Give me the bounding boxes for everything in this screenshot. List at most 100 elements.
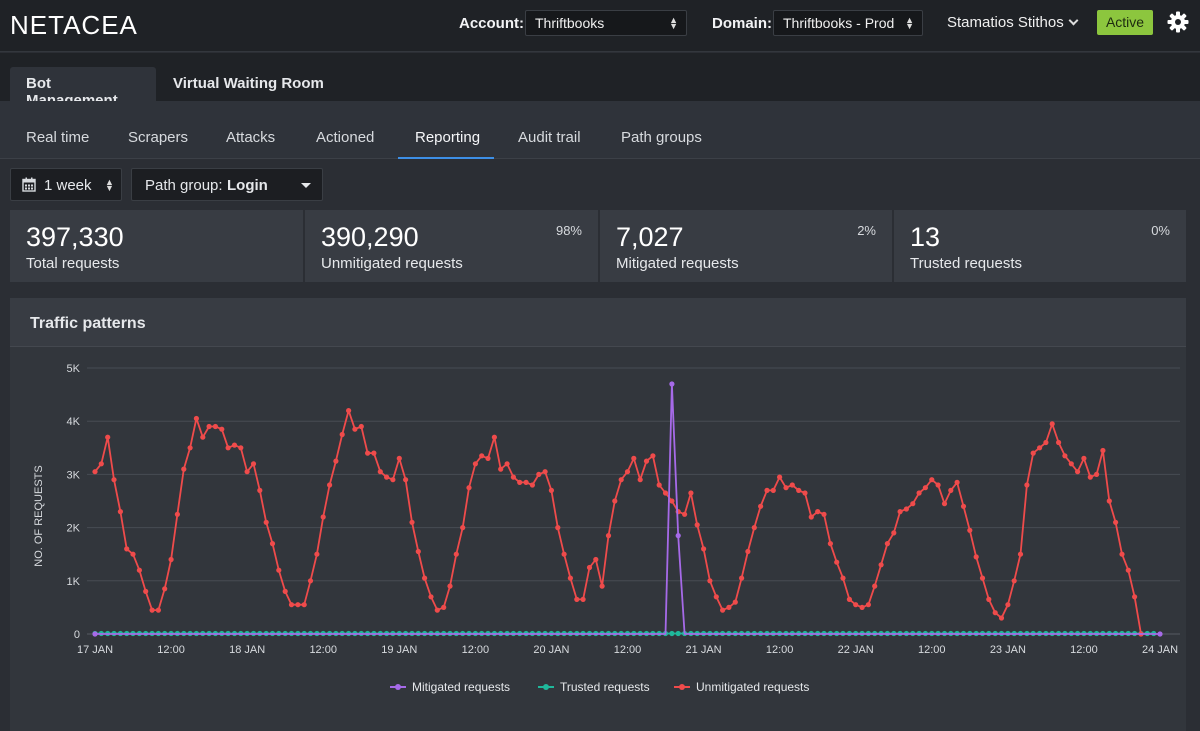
data-point [510, 474, 516, 480]
data-point [1106, 498, 1112, 504]
data-point [574, 596, 580, 602]
tab-attacks[interactable]: Attacks [226, 129, 276, 146]
data-point [903, 506, 910, 512]
data-point [929, 477, 935, 483]
stat-trusted-requests: 13 Trusted requests 0% [894, 210, 1186, 282]
data-point [1157, 631, 1163, 637]
stat-mitigated-requests: 7,027 Mitigated requests 2% [600, 210, 892, 282]
data-point [796, 487, 802, 493]
chart-area: 0 1K 2K 3K 4K 5K NO. OF REQUESTS 17 JAN 12:00 18 … [10, 347, 1186, 731]
stat-label: Trusted requests [910, 255, 1022, 272]
traffic-chart[interactable]: 0 1K 2K 3K 4K 5K NO. OF REQUESTS 17 JAN 12:00 18 … [10, 347, 1186, 731]
data-point [1062, 453, 1068, 459]
data-point [916, 490, 922, 496]
data-point [846, 596, 853, 602]
data-point [403, 477, 409, 483]
stat-value: 7,027 [616, 222, 684, 252]
path-group-label: Path group: [145, 177, 223, 194]
tab-audit-trail[interactable]: Audit trail [518, 129, 581, 146]
data-point [669, 498, 675, 504]
stat-value: 13 [910, 222, 941, 252]
data-point [371, 450, 377, 456]
x-tick-label: 12:00 [309, 644, 337, 656]
data-point [821, 511, 827, 517]
tab-path-groups[interactable]: Path groups [621, 129, 702, 146]
x-tick-label: 12:00 [1070, 644, 1098, 656]
data-point [365, 450, 371, 456]
data-point [105, 434, 111, 440]
data-point [92, 469, 98, 475]
data-point [643, 458, 650, 464]
account-select-value: Thriftbooks [535, 15, 605, 31]
data-point [859, 604, 865, 610]
product-tabs: Bot Management Virtual Waiting Room [0, 53, 1200, 109]
sub-navigation: Real time Scrapers Attacks Actioned Repo… [0, 101, 1200, 159]
data-point [200, 434, 206, 440]
data-point [1030, 450, 1036, 456]
data-point [352, 426, 358, 432]
logo[interactable]: NETACEA [10, 10, 138, 40]
data-point [853, 602, 859, 608]
data-point [225, 445, 231, 451]
data-point [136, 567, 142, 573]
data-point [998, 615, 1005, 621]
tab-reporting[interactable]: Reporting [415, 129, 481, 146]
data-point [884, 541, 891, 547]
tab-actioned[interactable]: Actioned [316, 129, 375, 146]
data-point [479, 453, 485, 459]
data-point [808, 514, 814, 520]
domain-label: Domain: [712, 15, 772, 32]
panel-title: Traffic patterns [30, 315, 146, 332]
series-line-unmitigated-requests [94, 409, 1142, 635]
data-point [377, 469, 383, 475]
data-point [548, 487, 555, 493]
data-point [979, 575, 986, 581]
data-point [726, 604, 732, 610]
path-group-value: Login [227, 177, 268, 194]
stat-percent: 2% [857, 223, 876, 238]
period-select[interactable]: 1 week ▲ ▼ [10, 168, 122, 201]
data-point [941, 501, 948, 507]
data-point [238, 445, 244, 451]
tab-real-time[interactable]: Real time [26, 129, 90, 146]
data-point [555, 525, 561, 531]
x-tick-label: 12:00 [157, 644, 185, 656]
legend-label: Trusted requests [560, 680, 650, 694]
x-tick-label: 19 JAN [381, 644, 417, 656]
data-point [244, 469, 250, 475]
data-point [1081, 455, 1087, 461]
domain-select-value: Thriftbooks - Prod [783, 15, 895, 31]
account-select[interactable]: Thriftbooks ▲ ▼ [525, 10, 687, 36]
data-point [447, 583, 453, 589]
legend-marker [543, 684, 549, 690]
y-axis-label: NO. OF REQUESTS [33, 465, 45, 566]
account-label: Account: [459, 15, 524, 32]
data-point [485, 455, 491, 461]
path-group-select[interactable]: Path group: Login [131, 168, 323, 201]
data-point [662, 490, 669, 496]
user-menu[interactable]: Stamatios Stithos [947, 14, 1079, 31]
data-point [910, 501, 916, 507]
data-point [288, 602, 295, 608]
data-point [637, 477, 643, 483]
data-point [301, 602, 307, 608]
data-point [282, 588, 288, 594]
data-point [536, 471, 542, 477]
data-point [1024, 482, 1030, 488]
data-point [339, 431, 345, 438]
data-point [612, 498, 618, 504]
tab-scrapers[interactable]: Scrapers [128, 129, 189, 146]
tab-bot-management[interactable]: Bot Management [10, 67, 156, 109]
data-point [605, 533, 612, 539]
data-point [834, 559, 840, 565]
gear-icon[interactable] [1166, 10, 1190, 34]
domain-select[interactable]: Thriftbooks - Prod ▲ ▼ [773, 10, 923, 36]
data-point [688, 490, 694, 496]
y-tick-label: 3K [67, 469, 81, 481]
data-point [130, 551, 136, 557]
data-point [250, 461, 257, 467]
data-point [358, 423, 364, 430]
data-point [187, 445, 193, 451]
tab-virtual-waiting-room[interactable]: Virtual Waiting Room [173, 75, 324, 92]
data-point [948, 487, 954, 493]
